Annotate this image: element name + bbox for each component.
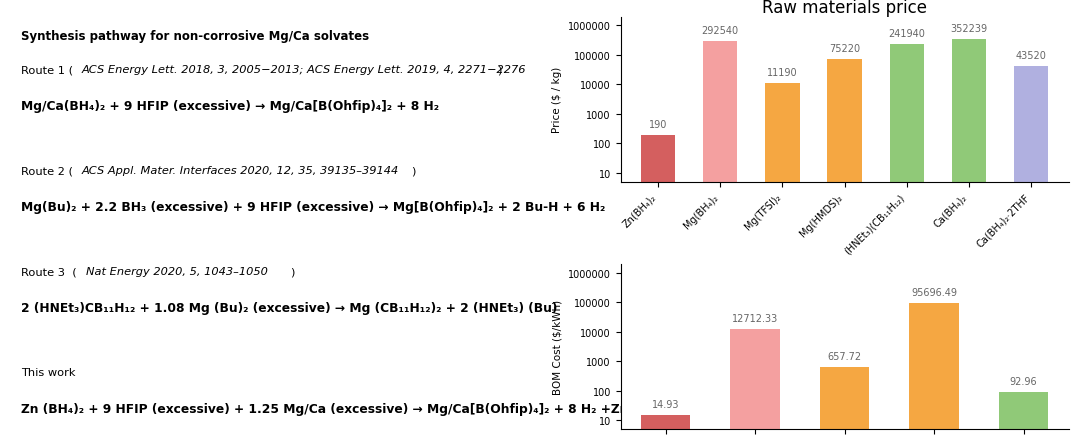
Text: 92.96: 92.96	[1010, 376, 1037, 386]
Text: Route 1 (: Route 1 (	[21, 65, 74, 75]
Text: Zn (BH₄)₂ + 9 HFIP (excessive) + 1.25 Mg/Ca (excessive) → Mg/Ca[B(Ohfip)₄]₂ + 8 : Zn (BH₄)₂ + 9 HFIP (excessive) + 1.25 Mg…	[21, 403, 629, 416]
Bar	[766, 84, 799, 438]
Text: 657.72: 657.72	[828, 351, 861, 361]
Text: Route 3  (: Route 3 (	[21, 267, 77, 276]
Text: Route 2 (: Route 2 (	[21, 166, 73, 176]
Text: 292540: 292540	[701, 26, 739, 36]
Text: Mg(Bu)₂ + 2.2 BH₃ (excessive) + 9 HFIP (excessive) → Mg[B(Ohfip)₄]₂ + 2 Bu-H + 6: Mg(Bu)₂ + 2.2 BH₃ (excessive) + 9 HFIP (…	[21, 201, 606, 214]
Text: ACS Appl. Mater. Interfaces 2020, 12, 35, 39135–39144: ACS Appl. Mater. Interfaces 2020, 12, 35…	[82, 166, 398, 176]
Text: 352239: 352239	[950, 24, 987, 34]
Text: Mg/Ca(BH₄)₂ + 9 HFIP (excessive) → Mg/Ca[B(Ohfip)₄]₂ + 8 H₂: Mg/Ca(BH₄)₂ + 9 HFIP (excessive) → Mg/Ca…	[21, 100, 439, 113]
Text: ): )	[497, 65, 502, 75]
Bar	[730, 329, 780, 438]
Bar	[827, 60, 861, 438]
Y-axis label: BOM Cost ($/kWh): BOM Cost ($/kWh)	[552, 300, 563, 394]
Bar	[952, 40, 986, 438]
Text: 14.93: 14.93	[652, 399, 679, 409]
Text: Synthesis pathway for non-corrosive Mg/Ca solvates: Synthesis pathway for non-corrosive Mg/C…	[21, 30, 369, 43]
Y-axis label: Price ($ / kg): Price ($ / kg)	[552, 67, 563, 133]
Text: Nat Energy 2020, 5, 1043–1050: Nat Energy 2020, 5, 1043–1050	[86, 267, 268, 276]
Text: ): )	[411, 166, 416, 176]
Text: 190: 190	[649, 120, 667, 130]
Text: 12712.33: 12712.33	[732, 313, 779, 323]
Text: 11190: 11190	[767, 68, 798, 78]
Text: 75220: 75220	[829, 43, 860, 53]
Bar	[641, 415, 691, 438]
Bar	[819, 367, 869, 438]
Text: ): )	[290, 267, 294, 276]
Bar	[999, 392, 1048, 438]
Bar	[910, 304, 959, 438]
Text: 2 (HNEt₃)CB₁₁H₁₂ + 1.08 Mg (Bu)₂ (excessive) → Mg (CB₁₁H₁₂)₂ + 2 (HNEt₃) (Bu): 2 (HNEt₃)CB₁₁H₁₂ + 1.08 Mg (Bu)₂ (excess…	[21, 302, 557, 314]
Text: 241940: 241940	[888, 28, 925, 39]
Title: Raw materials price: Raw materials price	[763, 0, 927, 18]
Bar	[889, 45, 924, 438]
Text: ACS Energy Lett. 2018, 3, 2005−2013; ACS Energy Lett. 2019, 4, 2271−2276: ACS Energy Lett. 2018, 3, 2005−2013; ACS…	[82, 65, 526, 75]
Text: This work: This work	[21, 367, 76, 378]
Bar	[641, 136, 676, 438]
Text: 43520: 43520	[1016, 50, 1046, 60]
Text: 95696.49: 95696.49	[911, 287, 957, 297]
Bar	[1014, 67, 1048, 438]
Bar	[703, 42, 738, 438]
